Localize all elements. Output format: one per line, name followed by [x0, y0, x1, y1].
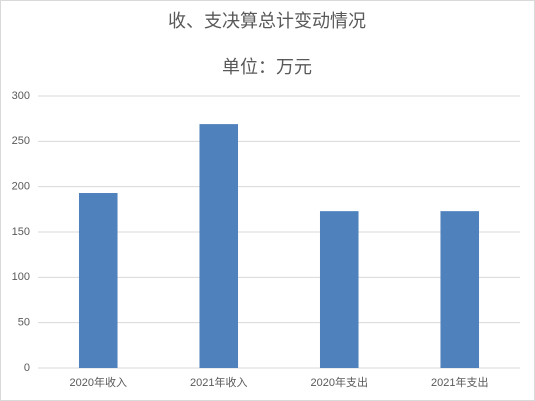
x-tick-label: 2020年收入: [70, 375, 127, 389]
y-tick-label: 100: [12, 271, 30, 283]
y-tick-label: 250: [12, 135, 30, 147]
y-tick-label: 50: [18, 317, 30, 329]
bar: [440, 211, 480, 368]
chart-subtitle: 单位：万元: [222, 57, 312, 77]
x-tick-label: 2021年收入: [190, 375, 247, 389]
x-tick-label: 2020年支出: [311, 375, 368, 389]
bar: [78, 193, 118, 368]
bar: [319, 211, 359, 368]
y-tick-label: 0: [24, 362, 30, 374]
bar: [199, 124, 239, 369]
chart-title: 收、支决算总计变动情况: [168, 11, 366, 31]
y-tick-label: 150: [12, 226, 30, 238]
y-tick-label: 300: [12, 90, 30, 102]
x-tick-label: 2021年支出: [431, 375, 488, 389]
y-tick-label: 200: [12, 181, 30, 193]
